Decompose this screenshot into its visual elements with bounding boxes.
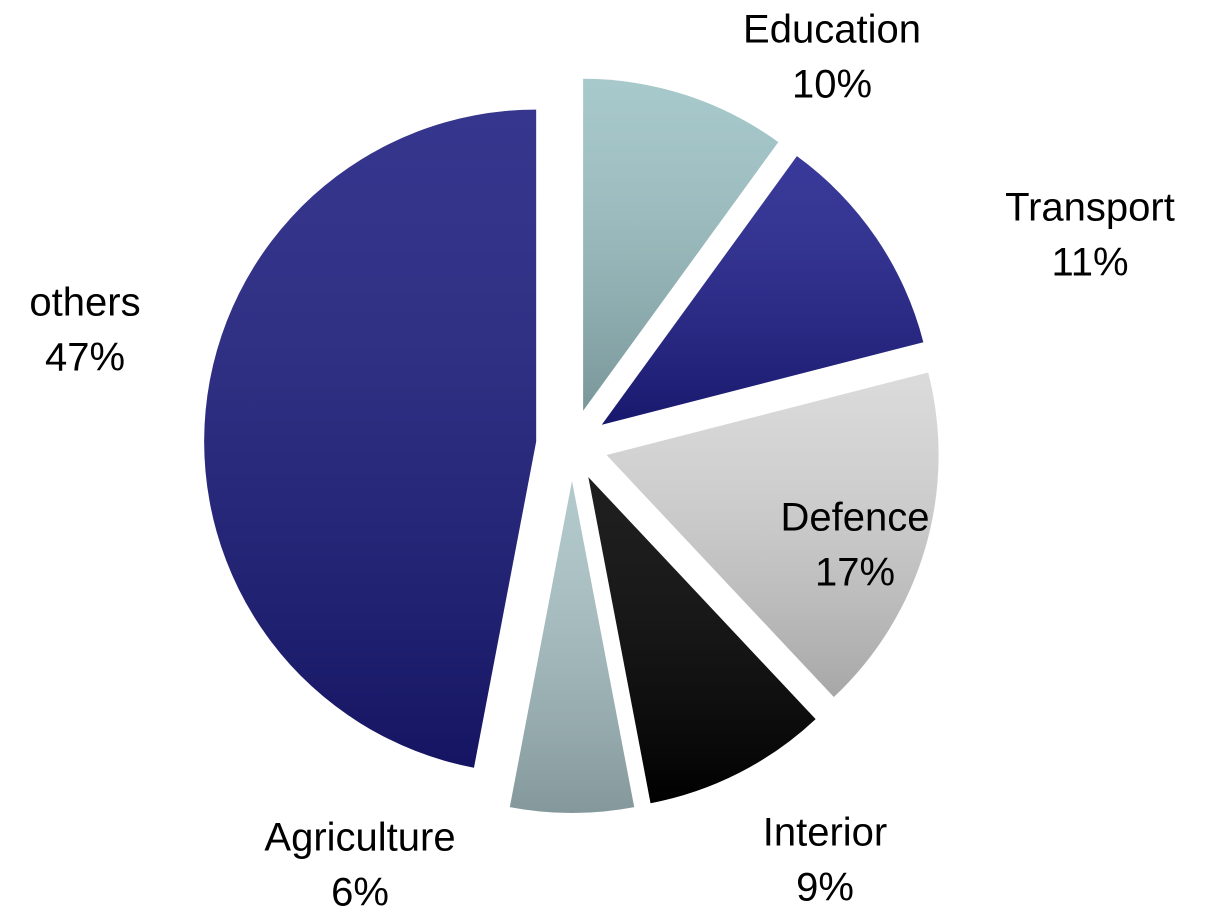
slice-value-label: 47%	[45, 336, 125, 380]
slice-shade	[583, 78, 779, 411]
slice-label: others	[29, 281, 140, 325]
slice-value-label: 17%	[815, 551, 895, 595]
slice-value-label: 11%	[1051, 241, 1128, 285]
slice-label: Interior	[763, 811, 888, 855]
labels: Education 10% Transport 11% Defence 17% Interi…	[29, 8, 1174, 915]
slice-shade	[588, 477, 816, 804]
slice-shade	[601, 156, 924, 425]
pie	[204, 78, 939, 813]
slice-label: Defence	[781, 496, 930, 540]
slice-shade	[204, 109, 537, 768]
slice-value-label: 10%	[792, 63, 872, 107]
slice-shade	[509, 481, 635, 813]
slice-label: Education	[743, 8, 921, 52]
slice-label: Agriculture	[264, 816, 455, 860]
slice-shade	[606, 372, 939, 698]
slice-value-label: 9%	[796, 866, 854, 910]
slice-value-label: 6%	[331, 871, 389, 915]
slice-label: Transport	[1005, 186, 1175, 230]
